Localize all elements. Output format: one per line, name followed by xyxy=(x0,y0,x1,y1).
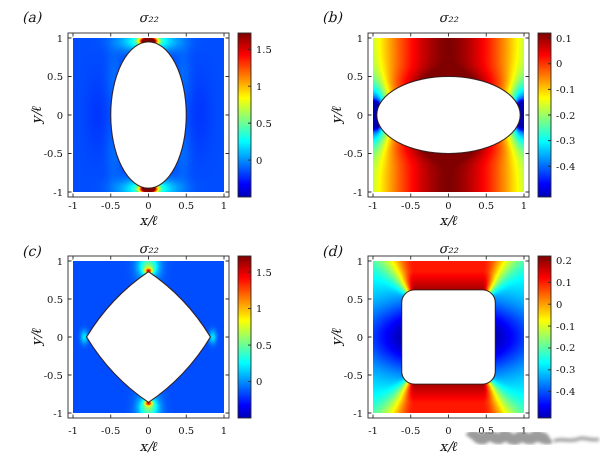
colorbar-tick-label: 0.1 xyxy=(556,277,572,288)
x-tick-label: -0.5 xyxy=(391,425,431,436)
colorbar-tick-label: 0 xyxy=(556,299,562,310)
y-tick-label: -0.5 xyxy=(329,370,363,381)
panel-a: (a) σ₂₂ x/ℓ y/ℓ -1-0.500.5110.50-0.5-11.… xyxy=(0,0,300,232)
x-tick-label: -1 xyxy=(53,200,93,211)
x-axis-label-a: x/ℓ xyxy=(109,212,189,229)
x-tick-label: -0.5 xyxy=(91,200,131,211)
x-tick-label: 0 xyxy=(129,200,169,211)
colorbar-tick-label: 1 xyxy=(256,81,262,92)
x-tick-label: 0 xyxy=(429,200,469,211)
colorbar-tick-label: 1.5 xyxy=(256,267,272,278)
y-tick-label: -1 xyxy=(29,187,63,198)
colorbar-tick-label: -0.4 xyxy=(556,161,575,172)
colorbar-tick-label: -0.1 xyxy=(556,84,575,95)
y-tick-label: 0 xyxy=(29,110,63,121)
y-tick-label: 0.5 xyxy=(29,294,63,305)
plot-title-b: σ₂₂ xyxy=(409,10,489,25)
x-tick-label: 1 xyxy=(504,200,544,211)
watermark xyxy=(452,422,600,458)
colorbar-tick-label: 0.5 xyxy=(256,118,272,129)
colorbar-tick-label: -0.3 xyxy=(556,364,575,375)
x-tick-label: -1 xyxy=(353,200,393,211)
x-tick-label: -0.5 xyxy=(91,425,131,436)
x-tick-label: -1 xyxy=(353,425,393,436)
colorbar-tick-label: 0.5 xyxy=(256,340,272,351)
y-tick-label: 0.5 xyxy=(329,71,363,82)
panel-b: (b) σ₂₂ x/ℓ y/ℓ -1-0.500.5110.50-0.5-10.… xyxy=(300,0,600,232)
y-tick-label: 0.5 xyxy=(329,294,363,305)
x-tick-label: 1 xyxy=(204,425,244,436)
colorbar-tick-label: 0.2 xyxy=(556,255,572,266)
colorbar-tick-label: 0 xyxy=(256,155,262,166)
colorbar-tick-label: -0.4 xyxy=(556,386,575,397)
colorbar-tick-label: 1.5 xyxy=(256,44,272,55)
y-tick-label: -1 xyxy=(329,187,363,198)
colorbar-tick-label: 0.1 xyxy=(556,33,572,44)
y-tick-label: 1 xyxy=(329,33,363,44)
y-tick-label: 0.5 xyxy=(29,71,63,82)
x-axis-label-c: x/ℓ xyxy=(109,438,189,455)
panel-c: (c) σ₂₂ x/ℓ y/ℓ -1-0.500.5110.50-0.5-11.… xyxy=(0,232,300,464)
y-tick-label: 1 xyxy=(29,33,63,44)
x-tick-label: -0.5 xyxy=(391,200,431,211)
figure-page: { "figure": {"background": "#ffffff", "d… xyxy=(0,0,600,464)
colorbar-tick-label: 1 xyxy=(256,303,262,314)
panel-label-a: (a) xyxy=(22,9,41,25)
y-tick-label: 0 xyxy=(329,110,363,121)
x-tick-label: 0.5 xyxy=(166,425,206,436)
x-tick-label: 1 xyxy=(204,200,244,211)
y-tick-label: -0.5 xyxy=(29,370,63,381)
y-tick-label: 0 xyxy=(29,332,63,343)
y-tick-label: -0.5 xyxy=(329,148,363,159)
colorbar-tick-label: -0.1 xyxy=(556,321,575,332)
y-tick-label: -0.5 xyxy=(29,148,63,159)
colorbar-tick-label: 0 xyxy=(256,376,262,387)
panel-label-b: (b) xyxy=(322,9,342,25)
x-axis-label-b: x/ℓ xyxy=(409,212,489,229)
colorbar-tick-label: -0.2 xyxy=(556,342,575,353)
x-tick-label: 0 xyxy=(129,425,169,436)
y-tick-label: -1 xyxy=(329,408,363,419)
y-tick-label: 0 xyxy=(329,332,363,343)
plot-title-c: σ₂₂ xyxy=(109,241,189,256)
x-tick-label: 0.5 xyxy=(166,200,206,211)
colorbar-tick-label: 0 xyxy=(556,58,562,69)
x-tick-label: 0.5 xyxy=(466,200,506,211)
x-tick-label: -1 xyxy=(53,425,93,436)
plot-title-a: σ₂₂ xyxy=(109,10,189,25)
y-tick-label: 1 xyxy=(329,256,363,267)
y-tick-label: -1 xyxy=(29,408,63,419)
colorbar-tick-label: -0.3 xyxy=(556,135,575,146)
colorbar-tick-label: -0.2 xyxy=(556,110,575,121)
plot-title-d: σ₂₂ xyxy=(409,241,489,256)
y-tick-label: 1 xyxy=(29,256,63,267)
